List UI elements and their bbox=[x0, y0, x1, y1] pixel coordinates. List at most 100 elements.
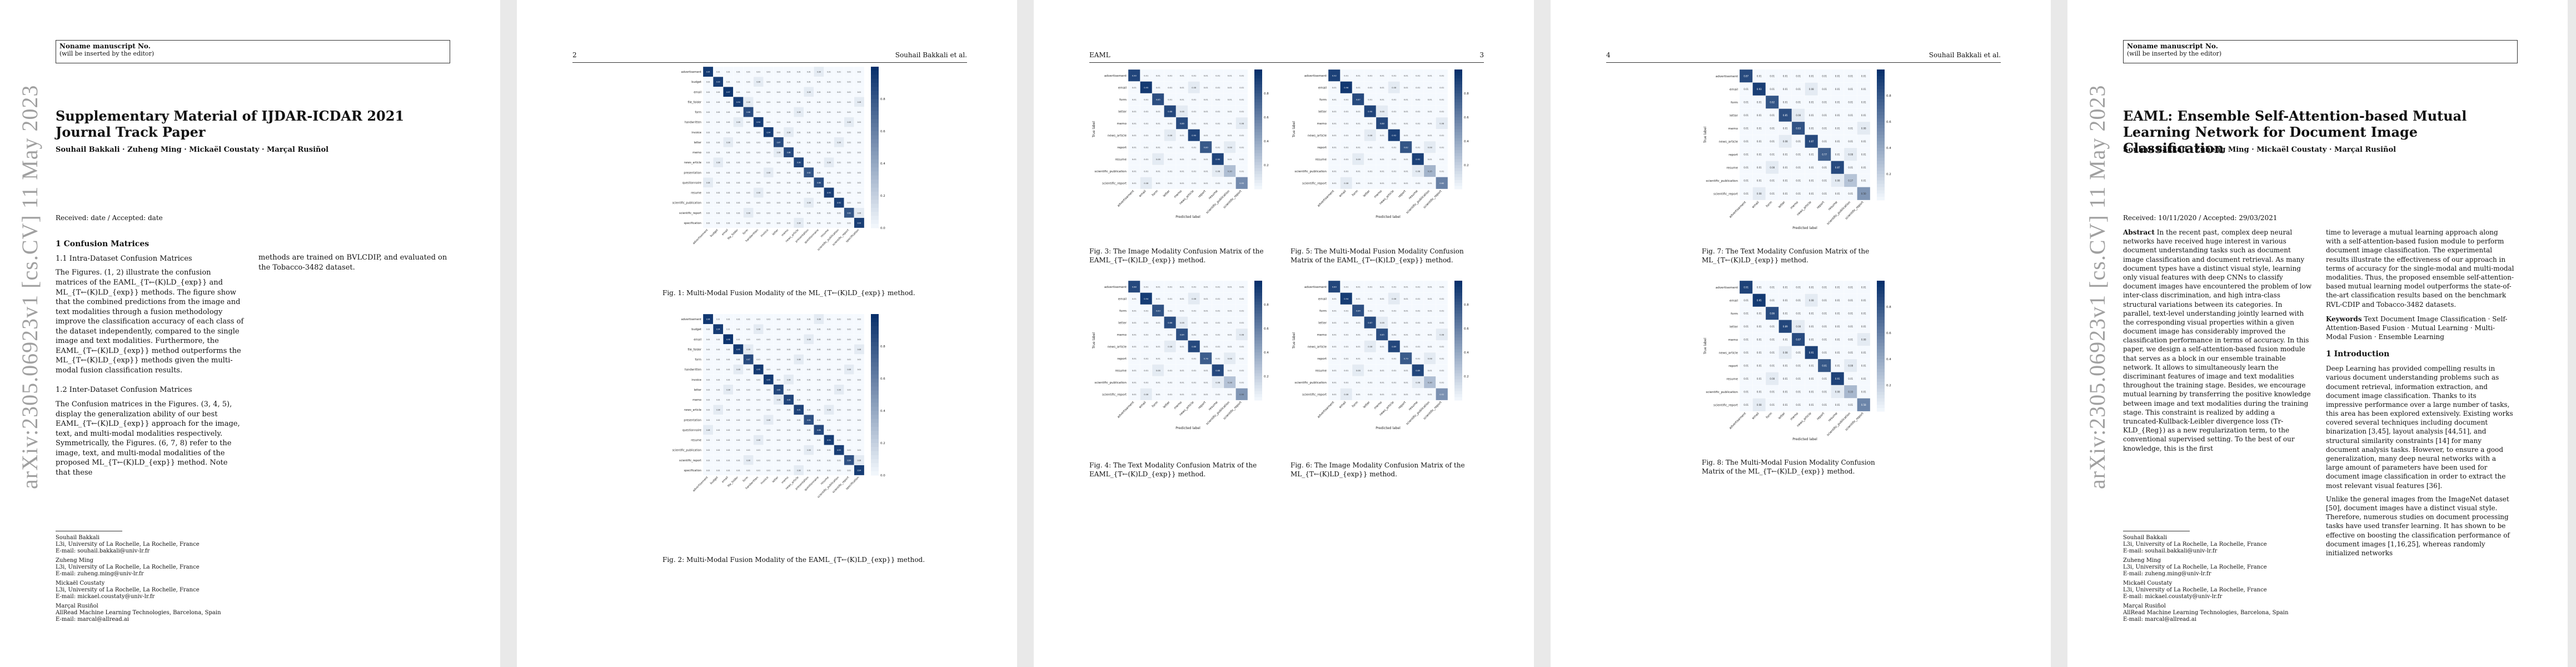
cell-value-label: 0.01 bbox=[1344, 370, 1348, 372]
cell-value-label: 0.01 bbox=[1428, 286, 1432, 288]
cell-value-label: 0.01 bbox=[1796, 153, 1801, 156]
cell-value-label: 0.01 bbox=[817, 111, 821, 113]
cell-value-label: 0.01 bbox=[1392, 370, 1396, 372]
cell-value-label: 0.01 bbox=[1743, 101, 1748, 103]
cell-value-label: 0.01 bbox=[1356, 298, 1361, 300]
cell-value-label: 0.01 bbox=[1132, 146, 1137, 148]
colorbar-segment bbox=[871, 159, 879, 164]
cell-value-label: 0.01 bbox=[1783, 153, 1788, 156]
colorbar-segment bbox=[871, 91, 879, 96]
column-tick-label: report bbox=[1198, 190, 1207, 199]
cell-value-label: 0.01 bbox=[827, 379, 831, 381]
colorbar-segment bbox=[1877, 92, 1885, 96]
cell-value-label: 0.08 bbox=[837, 141, 841, 143]
cell-value-label: 0.01 bbox=[736, 389, 740, 391]
cell-value-label: 0.90 bbox=[1192, 135, 1197, 137]
cell-value-label: 0.01 bbox=[807, 111, 811, 113]
colorbar-segment bbox=[1254, 180, 1262, 183]
colorbar-tick-label: 0.8 bbox=[1464, 92, 1469, 96]
colorbar-segment bbox=[1454, 177, 1462, 181]
cell-value-label: 0.01 bbox=[827, 111, 831, 113]
cell-value-label: 0.01 bbox=[1770, 179, 1775, 182]
cell-value-label: 0.01 bbox=[1416, 135, 1420, 137]
cell-value-label: 0.01 bbox=[1861, 299, 1866, 302]
cell-value-label: 0.01 bbox=[1144, 322, 1148, 324]
cell-value-label: 0.50 bbox=[1861, 192, 1866, 195]
cell-value-label: 0.01 bbox=[1848, 166, 1853, 169]
cell-value-label: 0.01 bbox=[1796, 192, 1801, 195]
cell-value-label: 0.01 bbox=[1783, 338, 1788, 341]
cell-value-label: 0.01 bbox=[1757, 101, 1762, 103]
cell-value-label: 0.01 bbox=[1168, 357, 1172, 360]
cell-value-label: 0.01 bbox=[1368, 310, 1372, 312]
colorbar-segment bbox=[871, 346, 879, 351]
colorbar-segment bbox=[1454, 322, 1462, 326]
cell-value-label: 0.01 bbox=[787, 359, 791, 361]
cell-value-label: 0.01 bbox=[726, 222, 730, 224]
cell-value-label: 0.08 bbox=[1344, 394, 1349, 396]
cell-value-label: 0.01 bbox=[807, 349, 811, 351]
cell-value-label: 0.01 bbox=[1380, 74, 1384, 77]
cell-value-label: 0.01 bbox=[837, 121, 841, 123]
cell-value-label: 0.01 bbox=[807, 182, 811, 184]
colorbar-segment bbox=[1254, 156, 1262, 160]
cell-value-label: 0.01 bbox=[1809, 390, 1814, 393]
row-tick-label: report bbox=[1117, 357, 1127, 361]
cell-value-label: 0.01 bbox=[827, 71, 831, 73]
colorbar-segment bbox=[1877, 89, 1885, 93]
cell-value-label: 0.01 bbox=[726, 459, 730, 461]
cell-value-label: 0.01 bbox=[756, 162, 760, 164]
cell-value-label: 0.87 bbox=[777, 141, 781, 143]
cell-value-label: 0.01 bbox=[1204, 87, 1208, 89]
keywords-text: Text Document Image Classification · Sel… bbox=[2326, 315, 2508, 341]
cell-value-label: 0.01 bbox=[1822, 325, 1827, 328]
colorbar-segment bbox=[871, 223, 879, 228]
colorbar-segment bbox=[871, 314, 879, 318]
cell-value-label: 0.01 bbox=[1861, 153, 1866, 156]
cell-value-label: 0.01 bbox=[756, 469, 760, 471]
cell-value-label: 0.01 bbox=[736, 141, 740, 143]
column-tick-label: form bbox=[1152, 190, 1159, 197]
cell-value-label: 0.01 bbox=[706, 369, 710, 371]
cell-value-label: 0.08 bbox=[1416, 170, 1421, 172]
colorbar-segment bbox=[1254, 171, 1262, 175]
cell-value-label: 0.01 bbox=[827, 349, 831, 351]
colorbar-segment bbox=[1877, 369, 1885, 372]
cell-value-label: 0.01 bbox=[766, 192, 770, 194]
cell-value-label: 0.01 bbox=[726, 131, 730, 133]
cell-value-label: 0.08 bbox=[706, 182, 710, 184]
cell-value-label: 0.01 bbox=[847, 379, 851, 381]
cell-value-label: 0.01 bbox=[1757, 338, 1762, 341]
colorbar-tick-label: 0.6 bbox=[1464, 327, 1469, 331]
cell-value-label: 0.08 bbox=[1156, 158, 1161, 161]
cell-value-label: 0.01 bbox=[1192, 182, 1196, 185]
cell-value-label: 0.01 bbox=[1428, 158, 1432, 161]
cell-value-label: 0.01 bbox=[777, 359, 781, 361]
cell-value-label: 0.01 bbox=[726, 81, 730, 83]
colorbar-segment bbox=[871, 467, 879, 472]
cell-value-label: 0.01 bbox=[1835, 404, 1840, 406]
colorbar-segment bbox=[1454, 334, 1462, 338]
cell-value-label: 0.01 bbox=[1416, 87, 1420, 89]
paper-page-4: 4 Souhail Bakkali et al. 0.87 0.01 0.01 0.0… bbox=[1551, 0, 2051, 667]
colorbar-tick-label: 0.8 bbox=[1264, 303, 1269, 307]
colorbar-segment bbox=[1454, 90, 1462, 94]
colorbar-segment bbox=[871, 71, 879, 75]
header-rule bbox=[572, 62, 967, 63]
cell-value-label: 0.08 bbox=[1368, 346, 1373, 348]
cell-value-label: 0.01 bbox=[1380, 146, 1384, 148]
cell-value-label: 0.01 bbox=[797, 369, 801, 371]
cell-value-label: 0.01 bbox=[1416, 322, 1420, 324]
cell-value-label: 0.01 bbox=[1783, 88, 1788, 91]
cell-value-label: 0.01 bbox=[1757, 312, 1762, 315]
cell-value-label: 0.08 bbox=[1156, 370, 1161, 372]
colorbar-segment bbox=[1877, 141, 1885, 145]
cell-value-label: 0.01 bbox=[1848, 114, 1853, 117]
cell-value-label: 0.01 bbox=[706, 409, 710, 411]
cell-value-label: 0.01 bbox=[1416, 182, 1420, 185]
column-tick-label: resume bbox=[1408, 190, 1419, 200]
row-tick-label: letter bbox=[1118, 110, 1127, 113]
column-tick-label: form bbox=[1152, 401, 1159, 408]
cell-value-label: 0.01 bbox=[1144, 286, 1148, 288]
colorbar-segment bbox=[1877, 336, 1885, 340]
